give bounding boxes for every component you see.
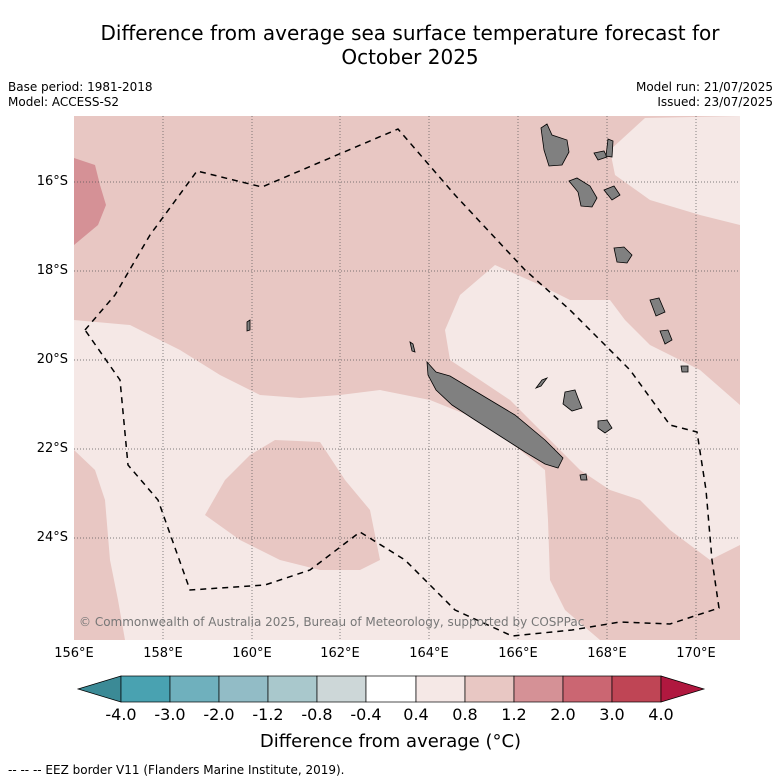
colorbar-swatch-10 xyxy=(562,675,613,703)
colorbar-swatch-1 xyxy=(120,675,171,703)
colorbar-label: 3.0 xyxy=(599,705,625,724)
colorbar-label: 0.8 xyxy=(452,705,478,724)
land-isle-of-pines xyxy=(579,473,588,481)
colorbar-label: -2.0 xyxy=(203,705,235,724)
lon-label-162e: 162°E xyxy=(320,646,360,661)
land-pentecost xyxy=(605,138,614,158)
anomaly-region-central xyxy=(445,265,740,560)
land-aneityum xyxy=(680,365,689,373)
colorbar-label: 1.2 xyxy=(501,705,527,724)
land-tanna xyxy=(659,329,673,345)
colorbar-label: 0.4 xyxy=(403,705,429,724)
land-chesterfield xyxy=(246,319,251,332)
colorbar-swatch-5 xyxy=(316,675,367,703)
lat-label-20s: 20°S xyxy=(36,352,68,367)
base-period: Base period: 1981-2018 xyxy=(8,80,153,94)
land-loyalty-mare xyxy=(597,419,613,434)
map-title-line-1: Difference from average sea surface temp… xyxy=(100,21,720,45)
meta-left: Base period: 1981-2018 Model: ACCESS-S2 xyxy=(8,80,153,110)
map-title-line-2: October 2025 xyxy=(341,45,479,69)
lat-label-24s: 24°S xyxy=(36,530,68,545)
anomaly-region-west-edge xyxy=(74,450,125,640)
colorbar-swatch-3 xyxy=(218,675,269,703)
land-loyalty-ouvea xyxy=(534,377,549,389)
anomaly-region-warm-west xyxy=(74,158,106,245)
colorbar-swatch-7 xyxy=(415,675,466,703)
model-run: Model run: 21/07/2025 xyxy=(635,80,773,94)
lon-label-170e: 170°E xyxy=(676,646,716,661)
colorbar-label: -0.4 xyxy=(350,705,382,724)
colorbar-swatch-9 xyxy=(513,675,564,703)
meta-right: Model run: 21/07/2025 Issued: 23/07/2025 xyxy=(636,80,773,110)
lat-label-18s: 18°S xyxy=(36,263,68,278)
colorbar-label: -4.0 xyxy=(105,705,137,724)
map-area xyxy=(74,116,740,640)
lon-label-158e: 158°E xyxy=(143,646,183,661)
land-ambae xyxy=(593,150,608,161)
colorbar-title: Difference from average (°C) xyxy=(259,731,522,752)
land-loyalty-lifou xyxy=(562,389,583,412)
land-epi xyxy=(603,185,621,201)
colorbar-swatch-8 xyxy=(464,675,515,703)
anomaly-region-pocket xyxy=(205,440,380,570)
colorbar-label: -1.2 xyxy=(252,705,284,724)
land-belep xyxy=(409,341,416,353)
eez-legend-note: -- -- -- EEZ border V11 (Flanders Marine… xyxy=(8,763,345,777)
colorbar xyxy=(76,675,706,703)
lat-label-16s: 16°S xyxy=(36,174,68,189)
model-name: Model: ACCESS-S2 xyxy=(8,95,120,109)
lon-label-168e: 168°E xyxy=(587,646,627,661)
land-malekula xyxy=(568,177,598,208)
land-new-caledonia xyxy=(426,360,564,469)
land-espiritu-santo xyxy=(540,123,570,167)
colorbar-swatch-2 xyxy=(169,675,220,703)
colorbar-swatch-11 xyxy=(611,675,662,703)
colorbar-extend-low xyxy=(76,675,122,703)
colorbar-label: 2.0 xyxy=(550,705,576,724)
lon-label-164e: 164°E xyxy=(409,646,449,661)
land-masses xyxy=(246,123,689,481)
land-efate xyxy=(613,246,633,264)
issued-date: Issued: 23/07/2025 xyxy=(657,95,773,109)
colorbar-swatch-4 xyxy=(267,675,318,703)
eez-border xyxy=(84,128,720,637)
colorbar-label: 4.0 xyxy=(648,705,674,724)
lon-label-156e: 156°E xyxy=(54,646,94,661)
land-erromango xyxy=(649,297,666,317)
gridlines xyxy=(74,116,740,640)
colorbar-extend-high xyxy=(660,675,706,703)
copyright-notice: © Commonwealth of Australia 2025, Bureau… xyxy=(79,615,585,629)
lon-label-166e: 166°E xyxy=(498,646,538,661)
lon-label-160e: 160°E xyxy=(232,646,272,661)
colorbar-label: -3.0 xyxy=(154,705,186,724)
lat-label-22s: 22°S xyxy=(36,441,68,456)
colorbar-label: -0.8 xyxy=(301,705,333,724)
colorbar-swatch-6 xyxy=(365,675,417,703)
anomaly-region-northeast xyxy=(610,116,740,225)
